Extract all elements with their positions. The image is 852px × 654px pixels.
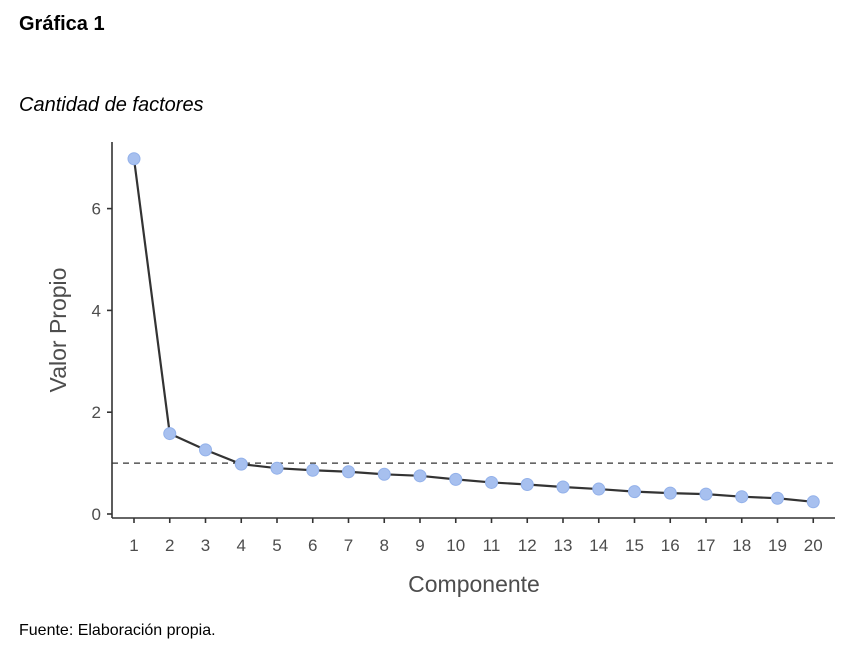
y-tick-label: 4	[92, 301, 101, 320]
data-point	[127, 152, 141, 166]
data-point	[413, 469, 427, 483]
data-point	[628, 485, 641, 499]
x-axis-title: Componente	[408, 571, 540, 597]
x-axis: 1 2 3 4 5 6 7 8 9 10 11 12 13 14 15 16 17 18 19 20	[112, 517, 835, 555]
x-tick-label: 4	[237, 536, 246, 555]
data-point	[592, 482, 606, 496]
data-point	[663, 486, 677, 500]
data-point	[699, 487, 713, 501]
y-tick-label: 2	[92, 403, 101, 422]
y-axis: 0 2 4 6	[92, 142, 113, 524]
y-tick-label: 6	[92, 200, 101, 219]
data-point	[449, 472, 463, 486]
x-tick-label: 19	[768, 536, 787, 555]
x-tick-label: 17	[697, 536, 716, 555]
data-point	[199, 443, 212, 457]
x-tick-label: 8	[380, 536, 389, 555]
series-line	[132, 158, 814, 503]
x-tick-label: 3	[201, 536, 210, 555]
data-point	[806, 495, 820, 509]
x-tick-label: 12	[518, 536, 537, 555]
data-point	[771, 491, 784, 505]
y-tick-label: 0	[92, 505, 101, 524]
x-tick-label: 7	[344, 536, 353, 555]
x-tick-label: 15	[625, 536, 644, 555]
data-point	[377, 467, 391, 481]
figure-number: Gráfica 1	[19, 13, 105, 35]
data-point	[342, 465, 355, 479]
x-tick-label: 2	[165, 536, 174, 555]
data-point	[234, 457, 248, 471]
x-tick-label: 6	[308, 536, 317, 555]
x-tick-label: 13	[554, 536, 573, 555]
data-point	[163, 427, 177, 441]
x-tick-label: 10	[446, 536, 465, 555]
y-axis-title: Valor Propio	[45, 268, 71, 393]
data-point	[270, 461, 284, 475]
x-tick-label: 14	[589, 536, 608, 555]
data-point	[485, 475, 498, 489]
data-point	[735, 490, 749, 504]
x-tick-label: 11	[483, 536, 501, 555]
figure-source: Fuente: Elaboración propia.	[19, 622, 216, 639]
x-tick-label: 1	[129, 536, 138, 555]
x-tick-label: 18	[732, 536, 751, 555]
x-tick-label: 20	[804, 536, 823, 555]
data-point	[556, 480, 570, 494]
data-point	[520, 477, 534, 491]
figure-title: Cantidad de factores	[19, 94, 204, 116]
x-tick-label: 9	[415, 536, 424, 555]
series-group	[127, 152, 820, 509]
x-tick-label: 5	[272, 536, 281, 555]
data-point	[306, 463, 320, 477]
x-tick-label: 16	[661, 536, 680, 555]
